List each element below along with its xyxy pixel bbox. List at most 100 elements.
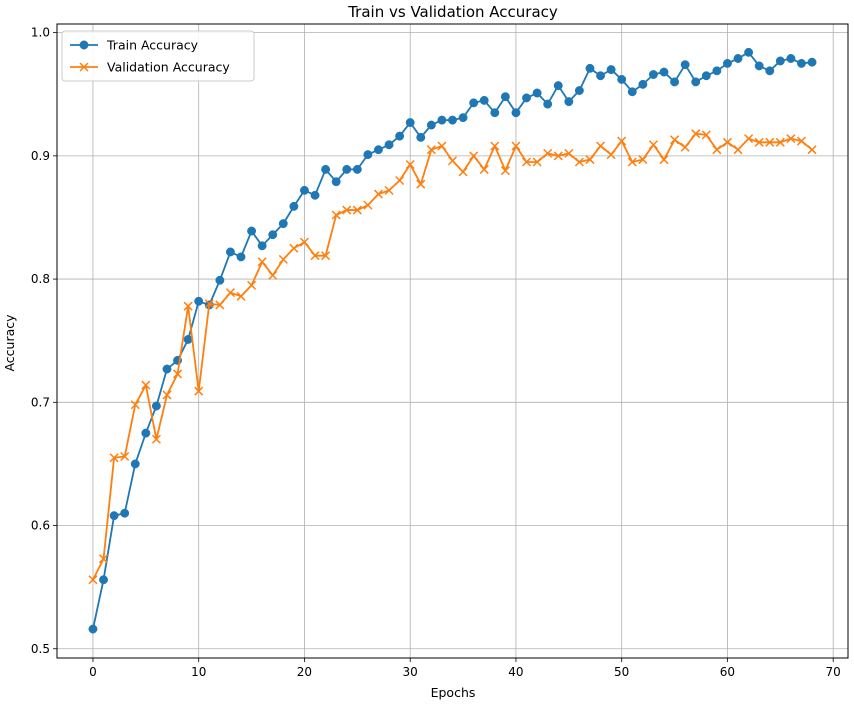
data-point — [479, 164, 489, 174]
data-point — [268, 230, 278, 240]
data-point — [553, 81, 563, 91]
data-point — [796, 136, 807, 146]
data-point — [183, 301, 193, 311]
data-point — [405, 159, 415, 170]
data-point — [437, 115, 447, 125]
data-point — [574, 86, 584, 95]
data-point — [648, 140, 658, 150]
legend-marker — [79, 62, 89, 72]
data-point — [437, 141, 447, 151]
data-point — [617, 75, 627, 84]
legend-marker — [79, 40, 89, 50]
data-point — [120, 451, 130, 462]
data-point — [374, 145, 383, 155]
y-tick-label: 0.6 — [31, 519, 50, 533]
data-point — [744, 47, 754, 57]
data-point — [130, 459, 140, 469]
data-point — [395, 175, 405, 186]
x-tick-label: 30 — [403, 665, 418, 679]
x-axis-label: Epochs — [431, 685, 476, 700]
data-point — [225, 247, 235, 257]
series-line — [92, 132, 813, 581]
data-point — [278, 219, 288, 229]
data-point — [479, 95, 489, 105]
y-tick-label: 0.5 — [31, 642, 50, 656]
data-point — [469, 98, 479, 108]
data-point — [733, 145, 743, 155]
data-point — [564, 97, 574, 107]
data-point — [373, 189, 384, 199]
data-point — [99, 575, 108, 585]
data-point — [426, 145, 436, 155]
data-point — [321, 164, 331, 174]
plot-frame — [56, 23, 849, 659]
data-point — [807, 145, 817, 155]
data-point — [151, 434, 161, 444]
data-point — [352, 164, 362, 174]
data-point — [680, 60, 690, 70]
data-point — [522, 93, 531, 103]
data-point — [120, 508, 130, 518]
data-point — [627, 157, 637, 167]
data-point — [299, 237, 309, 247]
data-point — [627, 87, 637, 97]
data-point — [363, 200, 373, 210]
data-point — [521, 157, 532, 167]
data-point — [754, 61, 764, 71]
data-point — [574, 157, 584, 167]
data-point — [775, 56, 785, 66]
y-tick-label: 0.7 — [31, 395, 50, 409]
data-point — [363, 150, 373, 160]
train-accuracy-series — [88, 47, 817, 634]
data-point — [384, 140, 394, 150]
data-point — [807, 57, 817, 67]
data-point — [162, 390, 172, 400]
legend-item: Train Accuracy — [70, 38, 199, 53]
data-point — [141, 428, 151, 438]
data-point — [194, 296, 204, 306]
x-tick-label: 10 — [191, 665, 206, 679]
data-point — [236, 291, 246, 301]
data-point — [532, 88, 542, 98]
data-point — [321, 251, 331, 261]
data-point — [98, 554, 109, 564]
data-point — [448, 115, 457, 125]
data-point — [754, 137, 764, 147]
data-point — [416, 132, 426, 142]
data-point — [215, 300, 225, 310]
legend-label: Validation Accuracy — [107, 60, 230, 75]
data-point — [458, 113, 468, 123]
data-point — [638, 155, 648, 165]
data-point — [585, 63, 595, 73]
grid-lines — [57, 24, 848, 658]
data-point — [722, 137, 732, 147]
legend-box — [61, 30, 255, 82]
data-point — [500, 92, 510, 102]
data-point — [289, 243, 299, 253]
data-point — [151, 401, 161, 411]
data-point — [278, 254, 288, 264]
data-point — [691, 129, 701, 139]
data-point — [670, 77, 680, 87]
data-point — [543, 148, 553, 158]
data-point — [553, 151, 563, 161]
legend-label: Train Accuracy — [106, 38, 199, 53]
data-point — [416, 179, 426, 189]
data-point — [733, 54, 743, 63]
y-tick-label: 0.9 — [31, 149, 50, 163]
chart-title: Train vs Validation Accuracy — [347, 3, 558, 21]
data-point — [173, 369, 183, 379]
data-point — [215, 275, 225, 285]
data-point — [701, 71, 711, 81]
data-point — [617, 136, 627, 146]
x-tick-label: 50 — [614, 665, 629, 679]
data-point — [405, 118, 415, 128]
data-point — [257, 257, 267, 267]
data-point — [722, 58, 732, 68]
data-point — [511, 108, 521, 118]
data-point — [395, 131, 405, 141]
data-point — [786, 54, 796, 63]
data-point — [289, 201, 299, 211]
data-point — [606, 65, 616, 75]
